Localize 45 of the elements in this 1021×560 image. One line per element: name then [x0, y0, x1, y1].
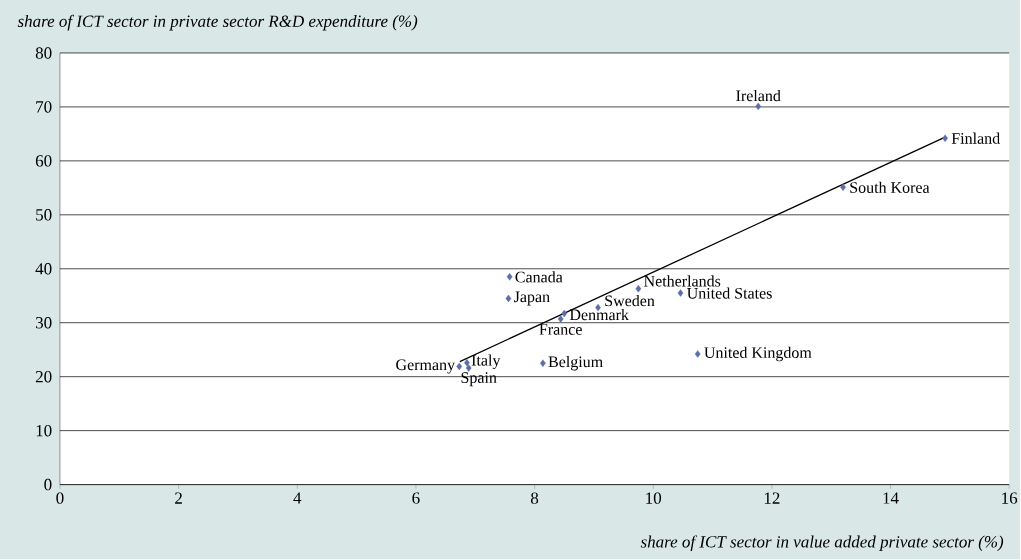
x-tick-label: 8	[530, 492, 539, 505]
point	[465, 364, 472, 372]
annotation: France	[539, 324, 582, 336]
annotation: United States	[687, 287, 772, 299]
y-axis-title: share of ICT sector in private sector R&D expenditure (%)	[17, 15, 418, 31]
point	[557, 315, 564, 323]
x-tick-label: 0	[56, 492, 64, 505]
annotation: Italy	[471, 354, 501, 370]
annotation: United Kingdom	[704, 346, 812, 362]
annotation: Denmark	[569, 309, 629, 321]
point	[505, 294, 512, 303]
point	[561, 310, 568, 318]
y-tick-label: 60	[35, 155, 52, 167]
annotation: Finland	[951, 132, 1000, 145]
x-tick-label: 10	[646, 492, 662, 505]
x-axis-title: share of ICT sector in value added private sector (%)	[640, 535, 1004, 552]
x-tick-label: 12	[764, 492, 780, 504]
annotation: Japan	[513, 291, 550, 306]
y-tick-label: 70	[36, 101, 52, 113]
point	[677, 289, 684, 297]
x-tick-label: 16	[1002, 492, 1018, 505]
annotation: Germany	[396, 359, 455, 374]
x-tick-label: 4	[293, 492, 302, 504]
y-tick-label: 0	[44, 479, 52, 491]
annotation: Canada	[515, 271, 563, 283]
x-tick-label: 2	[175, 492, 182, 504]
annotation: Sweden	[605, 295, 655, 307]
point	[506, 273, 513, 281]
y-tick-label: 50	[36, 209, 52, 221]
annotation: Belgium	[548, 356, 603, 371]
point	[694, 350, 701, 358]
y-tick-label: 40	[35, 263, 52, 275]
x-tick-label: 6	[412, 492, 420, 505]
x-tick-label: 14	[883, 492, 899, 504]
y-tick-label: 30	[36, 317, 52, 329]
point	[464, 359, 470, 367]
annotation: Netherlands	[644, 275, 721, 287]
y-tick-label: 80	[35, 47, 52, 59]
point	[755, 102, 762, 111]
annotation: South Korea	[850, 181, 930, 194]
y-tick-label: 20	[35, 371, 52, 383]
point	[456, 362, 463, 371]
annotation: Ireland	[736, 90, 781, 102]
point	[635, 285, 642, 293]
y-tick-label: 10	[36, 425, 52, 437]
